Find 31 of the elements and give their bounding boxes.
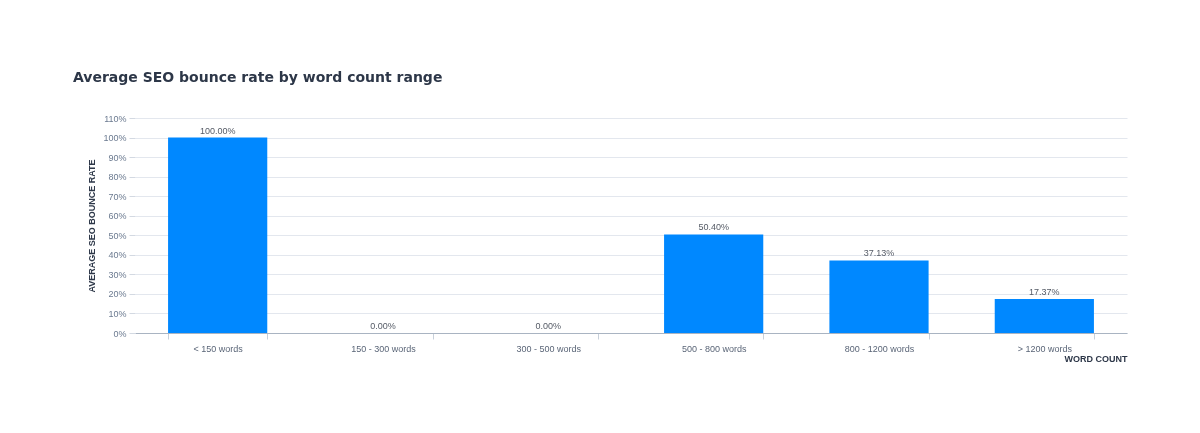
chart-title: Average SEO bounce rate by word count range <box>72 69 443 85</box>
y-tick-label: 50% <box>108 230 127 241</box>
y-tick-label: 0% <box>113 328 127 339</box>
y-tick-label: 40% <box>108 250 127 261</box>
x-tick-label: 300 - 500 words <box>516 343 582 354</box>
y-tick-label: 30% <box>108 269 127 280</box>
data-label: 37.13% <box>863 248 895 259</box>
y-tick-label: 80% <box>108 172 127 183</box>
bar <box>664 234 764 333</box>
y-tick-label: 100% <box>103 133 127 144</box>
y-tick-label: 70% <box>108 191 127 202</box>
y-tick-label: 60% <box>108 211 127 222</box>
x-tick-label: 800 - 1200 words <box>844 343 915 354</box>
y-tick-label: 10% <box>108 308 127 319</box>
data-label: 0.00% <box>370 321 396 331</box>
data-label: 0.00% <box>535 321 562 331</box>
data-label: 17.37% <box>1029 287 1060 298</box>
x-tick-label: > 1200 words <box>1017 343 1073 354</box>
bar <box>994 299 1094 333</box>
bar <box>829 260 929 333</box>
data-label: 100.00% <box>199 125 236 136</box>
x-tick-label: 500 - 800 words <box>681 343 747 354</box>
y-axis-title: AVERAGE SEO BOUNCE RATE <box>87 159 98 293</box>
y-tick-label: 90% <box>108 152 127 163</box>
x-tick-label: < 150 words <box>193 343 244 354</box>
x-tick-label: 150 - 300 words <box>351 343 417 354</box>
data-label: 50.40% <box>698 222 729 233</box>
x-axis-title: WORD COUNT <box>1064 353 1128 364</box>
y-tick-label: 20% <box>108 289 127 300</box>
bar <box>168 137 268 333</box>
y-tick-label: 110% <box>104 113 127 124</box>
